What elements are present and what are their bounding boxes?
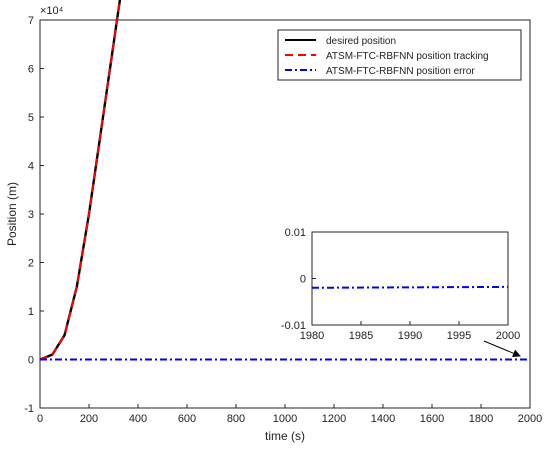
- x-tick-label: 600: [178, 413, 196, 425]
- y-tick-label: 3: [28, 209, 34, 221]
- y-tick-label: 5: [28, 112, 34, 124]
- y-tick-label: 6: [28, 64, 34, 76]
- inset-y-tick-label: -0.01: [281, 320, 306, 332]
- x-tick-label: 1800: [469, 413, 493, 425]
- y-tick-label: 0: [28, 355, 34, 367]
- x-tick-label: 1200: [322, 413, 346, 425]
- inset-series-line-0: [311, 285, 509, 289]
- inset-series-group: [311, 285, 509, 289]
- x-tick-label: 1000: [273, 413, 297, 425]
- inset-x-tick-label: 1990: [398, 330, 422, 342]
- x-tick-label: 1400: [371, 413, 395, 425]
- inset-axes: 1980 1985 1990 1995 2000 -0.01 0 0.01: [281, 227, 520, 342]
- main-axes: 0 200 400 600 800 1000 1200 1400 1600 1800 2000-10…: [24, 15, 542, 425]
- y-multiplier-label: ×10⁴: [40, 5, 64, 17]
- x-tick-label: 200: [80, 413, 98, 425]
- x-axis-label: time (s): [265, 429, 305, 443]
- legend-label-desired: desired position: [326, 36, 396, 47]
- inset-plot-area: [311, 231, 509, 326]
- inset-x-tick-label: 1980: [300, 330, 324, 342]
- inset-x-tick-label: 2000: [496, 330, 520, 342]
- legend-label-error: ATSM-FTC-RBFNN position error: [326, 66, 475, 77]
- legend-box: [277, 29, 522, 81]
- zoom-arrow: [483, 340, 521, 357]
- legend-label-tracking: ATSM-FTC-RBFNN position tracking: [326, 51, 489, 62]
- y-tick-label: 2: [28, 258, 34, 270]
- plot-area: [39, 19, 531, 409]
- x-tick-label: 2000: [518, 413, 542, 425]
- y-tick-label: 4: [28, 161, 34, 173]
- y-tick-label: -1: [24, 403, 34, 415]
- x-tick-label: 400: [129, 413, 147, 425]
- inset-x-tick-label: 1995: [447, 330, 471, 342]
- inset-y-tick-label: 0.01: [285, 227, 306, 239]
- legend: desired position ATSM-FTC-RBFNN position…: [277, 29, 522, 81]
- y-tick-label: 7: [28, 15, 34, 27]
- y-axis-label: Position (m): [5, 182, 19, 246]
- x-tick-label: 1600: [420, 413, 444, 425]
- series-line-1: [39, 0, 121, 361]
- x-tick-label: 800: [227, 413, 245, 425]
- x-tick-label: 0: [37, 413, 43, 425]
- main-series-group: [39, 0, 530, 361]
- inset-y-tick-label: 0: [300, 274, 306, 286]
- inset-x-tick-label: 1985: [349, 330, 373, 342]
- y-tick-label: 1: [28, 306, 34, 318]
